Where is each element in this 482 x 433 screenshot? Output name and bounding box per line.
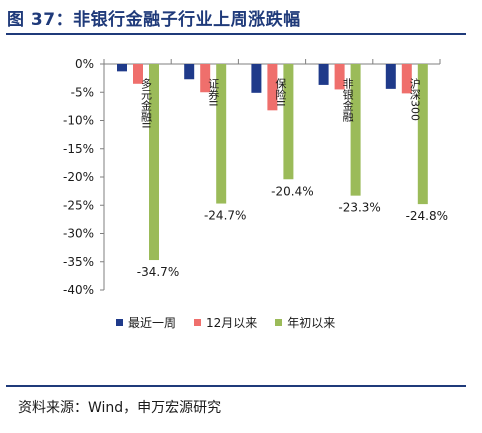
data-label: -34.7% — [137, 265, 179, 279]
bar-1 — [251, 64, 262, 93]
bar-1 — [385, 64, 396, 89]
data-label: -24.8% — [406, 209, 448, 223]
category-label: 多元金融II — [140, 77, 153, 129]
bar-chart: 0% -5% -10% -15% -20% -25% -30% -35% -40% 多元金融II -… — [63, 57, 448, 297]
title-divider — [6, 33, 466, 35]
category-label: 沪深300 — [408, 77, 421, 121]
bar-1 — [117, 64, 127, 72]
chart-legend: 最近一周 12月以来 年初以来 — [116, 314, 335, 331]
bar-2 — [401, 64, 412, 94]
y-tick-label: -5% — [71, 85, 94, 99]
bar-2 — [334, 64, 345, 90]
legend-swatch-weekly — [116, 319, 123, 326]
category-label: 保险II — [274, 77, 287, 107]
chart-title: 图 37：非银行金融子行业上周涨跌幅 — [7, 10, 301, 30]
legend-label-ytd: 年初以来 — [287, 316, 336, 330]
y-tick-label: -10% — [63, 114, 94, 128]
legend-swatch-ytd — [275, 319, 283, 326]
category-label: 非银金融 — [341, 78, 354, 123]
legend-item-since-dec: 12月以来 — [194, 314, 257, 331]
legend-item-weekly: 最近一周 — [116, 314, 176, 331]
category-label: 证券II — [207, 78, 220, 107]
legend-swatch-since-dec — [194, 319, 202, 326]
bar-1 — [184, 64, 195, 80]
legend-label-since-dec: 12月以来 — [206, 316, 258, 330]
legend-item-ytd: 年初以来 — [275, 314, 335, 331]
y-tick-label: -15% — [63, 142, 94, 156]
bar-2 — [133, 64, 143, 84]
y-tick-label: -20% — [63, 170, 94, 184]
y-tick-label: -25% — [63, 198, 94, 212]
bar-3 — [350, 64, 361, 196]
y-tick-label: -40% — [63, 283, 94, 297]
bar-3 — [283, 64, 294, 180]
bar-2 — [267, 64, 278, 111]
data-label: -24.7% — [204, 209, 246, 223]
bar-3 — [417, 64, 428, 205]
bar-3 — [149, 64, 159, 261]
legend-label-weekly: 最近一周 — [128, 316, 177, 330]
bar-3 — [216, 64, 227, 204]
y-tick-label: -30% — [63, 227, 94, 241]
y-tick-label: 0% — [75, 57, 94, 71]
data-label: -20.4% — [271, 184, 313, 198]
bar-2 — [200, 64, 211, 93]
data-label: -23.3% — [338, 201, 380, 215]
bar-1 — [318, 64, 329, 85]
footer-divider — [6, 385, 466, 387]
y-tick-label: -35% — [63, 255, 94, 269]
source-note: 资料来源：Wind，申万宏源研究 — [18, 400, 222, 416]
